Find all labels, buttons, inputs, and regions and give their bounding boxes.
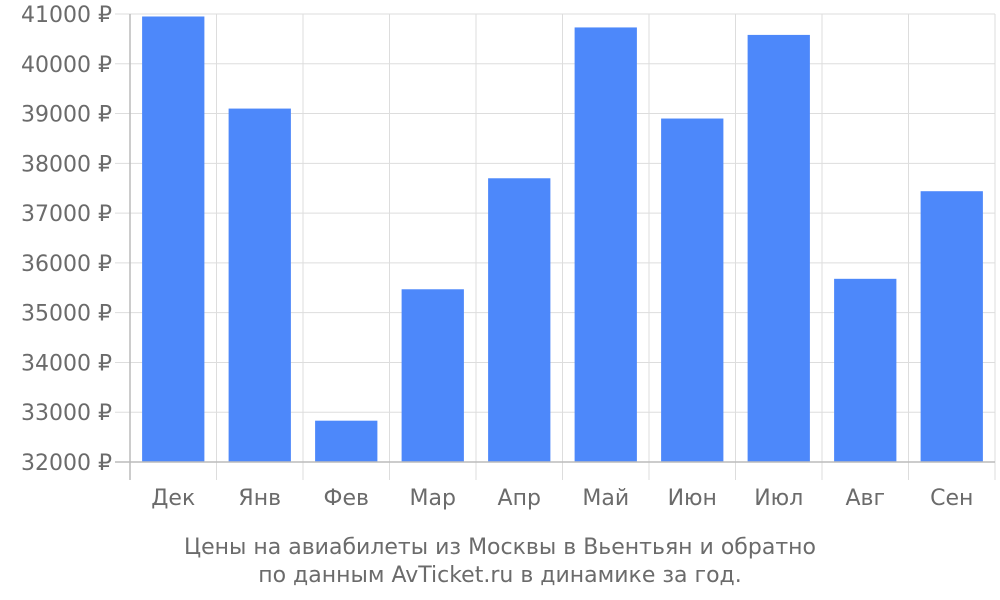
y-tick-label: 37000 ₽ — [21, 202, 112, 227]
x-tick-label: Июл — [754, 486, 803, 511]
y-tick-label: 32000 ₽ — [21, 451, 112, 476]
bar-Сен — [920, 191, 983, 462]
x-tick-label: Фев — [324, 486, 369, 511]
x-tick-labels: Дек Янв Фев Мар Апр Май Июн Июл Авг Сен — [151, 486, 973, 511]
y-tick-label: 41000 ₽ — [21, 3, 112, 28]
chart-caption-line-2: по данным AvTicket.ru в динамике за год. — [258, 563, 742, 588]
y-tick-label: 33000 ₽ — [21, 401, 112, 426]
bar-Июн — [661, 118, 724, 463]
bar-Авг — [834, 278, 897, 462]
bar-Май — [574, 27, 637, 462]
x-tick-label: Дек — [151, 486, 195, 511]
bar-Дек — [142, 16, 205, 462]
x-tick-label: Июн — [668, 486, 717, 511]
x-tick-label: Мар — [410, 486, 456, 511]
y-tick-label: 38000 ₽ — [21, 152, 112, 177]
y-tick-label: 40000 ₽ — [21, 53, 112, 78]
bar-Июл — [747, 34, 810, 462]
y-tick-label: 34000 ₽ — [21, 351, 112, 376]
x-tick-label: Авг — [845, 486, 885, 511]
bar-Янв — [228, 108, 291, 463]
axes — [115, 14, 995, 480]
y-tick-labels: 32000 ₽ 33000 ₽ 34000 ₽ 35000 ₽ 36000 ₽ 37000… — [21, 3, 112, 476]
bar-Мар — [401, 289, 464, 462]
y-tick-label: 36000 ₽ — [21, 252, 112, 277]
x-tick-label: Янв — [238, 486, 281, 511]
x-tick-label: Май — [582, 486, 629, 511]
bar-Фев — [315, 420, 378, 462]
bar-Апр — [488, 178, 551, 462]
y-tick-label: 35000 ₽ — [21, 302, 112, 327]
x-tick-label: Апр — [498, 486, 541, 511]
chart-caption-line-1: Цены на авиабилеты из Москвы в Вьентьян … — [184, 535, 816, 560]
x-tick-label: Сен — [930, 486, 973, 511]
bars — [142, 16, 983, 463]
y-tick-label: 39000 ₽ — [21, 103, 112, 128]
price-bar-chart: 32000 ₽ 33000 ₽ 34000 ₽ 35000 ₽ 36000 ₽ 37000… — [21, 3, 996, 511]
